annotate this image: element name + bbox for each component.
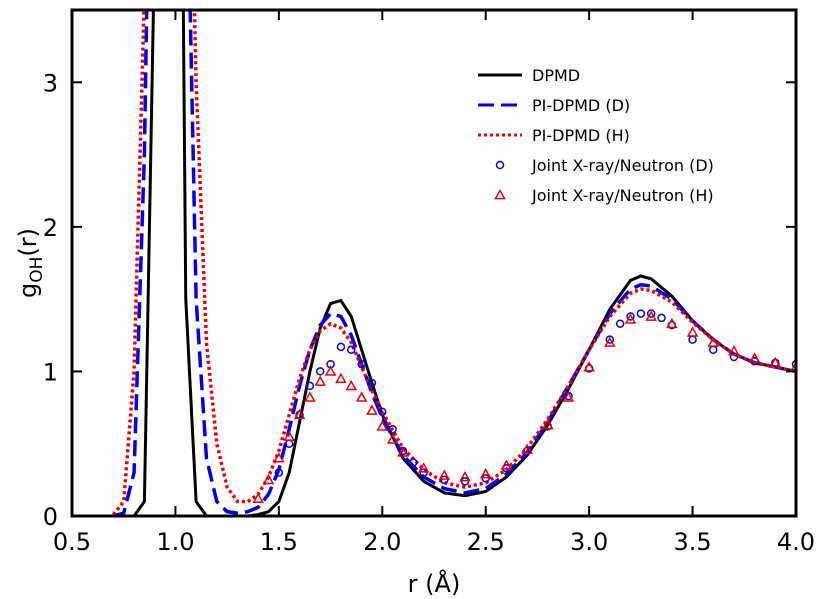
data-point: [728, 345, 740, 356]
data-point: [347, 345, 356, 354]
data-point: [376, 420, 389, 431]
data-point: [315, 367, 325, 376]
x-tick-label: 3.5: [673, 528, 711, 556]
data-point: [494, 188, 506, 200]
x-tick-label: 2.5: [467, 528, 505, 556]
data-point: [367, 378, 377, 388]
x-tick-label: 0.5: [53, 528, 91, 556]
data-point: [666, 317, 678, 329]
data-point: [748, 352, 761, 363]
data-point: [378, 407, 387, 417]
data-point: [397, 446, 409, 457]
y-tick-label: 3: [43, 69, 58, 97]
data-point: [438, 469, 451, 480]
data-point: [790, 361, 796, 372]
data-point: [636, 309, 646, 318]
legend-label: Joint X-ray/Neutron (D): [531, 156, 714, 175]
data-point: [500, 459, 513, 470]
data-point: [657, 313, 666, 323]
data-point: [459, 470, 471, 482]
y-tick-label: 2: [43, 214, 58, 242]
data-point: [283, 430, 295, 441]
data-point: [252, 492, 264, 504]
y-tick-label: 0: [43, 503, 58, 531]
data-point: [324, 365, 337, 376]
data-point: [707, 336, 720, 347]
x-tick-label: 2.0: [363, 528, 401, 556]
legend-label: PI-DPMD (D): [532, 96, 630, 115]
data-point: [521, 443, 533, 454]
data-point: [409, 458, 418, 467]
data-point: [274, 468, 284, 477]
y-axis-label: gOH(r): [14, 228, 47, 298]
x-tick-label: 3.0: [570, 528, 608, 556]
y-label-suffix: (r): [14, 228, 42, 257]
data-point: [615, 319, 625, 328]
data-point: [605, 335, 615, 344]
data-point: [791, 359, 796, 369]
data-point: [345, 379, 358, 391]
data-point: [604, 336, 616, 347]
data-line: [111, 10, 796, 516]
data-point: [388, 425, 397, 434]
legend-label: Joint X-ray/Neutron (H): [531, 186, 714, 205]
data-point: [686, 326, 699, 337]
data-point: [709, 345, 718, 354]
data-point: [357, 359, 366, 369]
data-point: [626, 312, 635, 321]
x-tick-label: 1.5: [260, 528, 298, 556]
y-label-base: g: [14, 283, 42, 298]
x-tick-label: 1.0: [156, 528, 194, 556]
data-point: [729, 352, 739, 362]
data-point: [417, 462, 430, 473]
data-point: [355, 391, 368, 402]
data-point: [304, 391, 316, 402]
data-point: [769, 356, 782, 368]
data-point: [541, 418, 554, 430]
data-point: [336, 342, 346, 352]
data-point: [645, 310, 657, 321]
data-point: [273, 452, 285, 463]
x-tick-label: 4.0: [777, 528, 815, 556]
data-point: [293, 408, 306, 420]
legend-label: PI-DPMD (H): [532, 126, 630, 145]
data-point: [583, 361, 595, 372]
y-tick-label: 1: [43, 358, 58, 386]
data-point: [314, 375, 327, 386]
data-point: [386, 433, 399, 444]
plot-area: [111, 10, 796, 516]
y-label-sub: OH: [27, 257, 47, 283]
data-point: [479, 468, 492, 479]
data-point: [688, 335, 697, 344]
data-point: [495, 160, 505, 170]
plot-frame: [70, 8, 798, 518]
data-point: [562, 391, 575, 402]
legend-label: DPMD: [532, 66, 580, 85]
data-point: [624, 313, 637, 324]
data-point: [366, 404, 378, 415]
data-point: [262, 473, 275, 485]
data-line: [113, 10, 796, 516]
data-line: [112, 10, 796, 516]
data-point: [305, 381, 315, 391]
x-axis-label: r (Å): [408, 569, 461, 598]
data-point: [335, 372, 347, 384]
data-point: [646, 309, 656, 318]
